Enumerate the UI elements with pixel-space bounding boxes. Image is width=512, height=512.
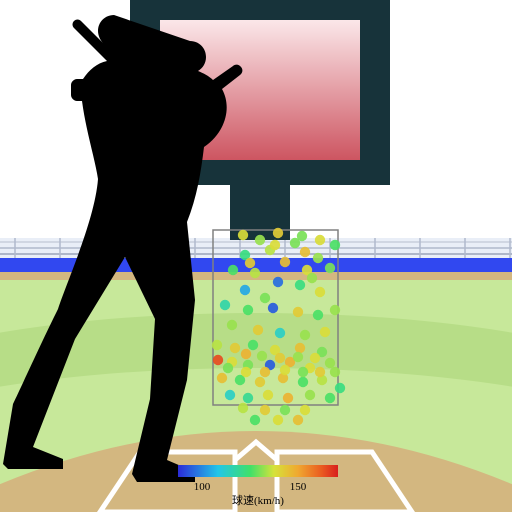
pitch-point xyxy=(325,263,335,273)
pitch-point xyxy=(230,343,240,353)
pitch-point xyxy=(238,403,248,413)
pitch-point xyxy=(325,358,335,368)
pitch-point xyxy=(263,390,273,400)
pitch-point xyxy=(238,230,248,240)
pitch-point xyxy=(273,228,283,238)
pitch-point xyxy=(300,405,310,415)
pitch-point xyxy=(268,303,278,313)
pitch-point xyxy=(298,377,308,387)
pitch-point xyxy=(293,352,303,362)
pitch-point xyxy=(315,287,325,297)
pitch-point xyxy=(293,415,303,425)
pitch-point xyxy=(295,280,305,290)
pitch-point xyxy=(307,273,317,283)
pitch-point xyxy=(260,367,270,377)
pitch-point xyxy=(241,349,251,359)
pitch-point xyxy=(283,393,293,403)
pitch-point xyxy=(330,367,340,377)
pitch-point xyxy=(220,300,230,310)
pitch-point xyxy=(270,240,280,250)
pitch-point xyxy=(295,343,305,353)
pitch-point xyxy=(243,393,253,403)
pitch-point xyxy=(313,253,323,263)
pitch-point xyxy=(290,238,300,248)
pitch-point xyxy=(305,390,315,400)
pitch-point xyxy=(313,310,323,320)
pitch-point xyxy=(330,305,340,315)
pitch-point xyxy=(300,247,310,257)
pitch-point xyxy=(300,330,310,340)
pitch-point xyxy=(217,373,227,383)
colorbar-tick: 100 xyxy=(194,481,211,493)
pitch-point xyxy=(325,393,335,403)
pitch-point xyxy=(250,268,260,278)
pitch-point xyxy=(335,383,345,393)
pitch-point xyxy=(250,415,260,425)
pitch-point xyxy=(298,367,308,377)
chart-svg: 100 150 球速(km/h) xyxy=(0,0,512,512)
pitch-point xyxy=(225,390,235,400)
pitch-point xyxy=(223,363,233,373)
pitch-point xyxy=(255,235,265,245)
pitch-location-chart: 100 150 球速(km/h) xyxy=(0,0,512,512)
pitch-point xyxy=(260,405,270,415)
pitch-point xyxy=(280,405,290,415)
pitch-point xyxy=(212,340,222,350)
pitch-point xyxy=(330,240,340,250)
pitch-point xyxy=(213,355,223,365)
pitch-point xyxy=(315,235,325,245)
pitch-point xyxy=(273,277,283,287)
pitch-point xyxy=(320,327,330,337)
pitch-point xyxy=(260,293,270,303)
pitch-point xyxy=(245,258,255,268)
pitch-point xyxy=(241,367,251,377)
pitch-point xyxy=(227,320,237,330)
pitch-point xyxy=(280,257,290,267)
pitch-point xyxy=(293,307,303,317)
pitch-point xyxy=(280,365,290,375)
pitch-point xyxy=(240,285,250,295)
pitch-point xyxy=(275,328,285,338)
colorbar-tick: 150 xyxy=(290,481,307,493)
pitch-point xyxy=(315,367,325,377)
pitch-point xyxy=(310,353,320,363)
pitch-point xyxy=(273,415,283,425)
pitch-point xyxy=(253,325,263,335)
pitch-point xyxy=(243,305,253,315)
pitch-point xyxy=(248,340,258,350)
pitch-point xyxy=(228,265,238,275)
pitch-point xyxy=(257,351,267,361)
colorbar-label: 球速(km/h) xyxy=(232,493,284,507)
pitch-point xyxy=(255,377,265,387)
colorbar xyxy=(178,465,338,477)
pitch-point xyxy=(275,353,285,363)
